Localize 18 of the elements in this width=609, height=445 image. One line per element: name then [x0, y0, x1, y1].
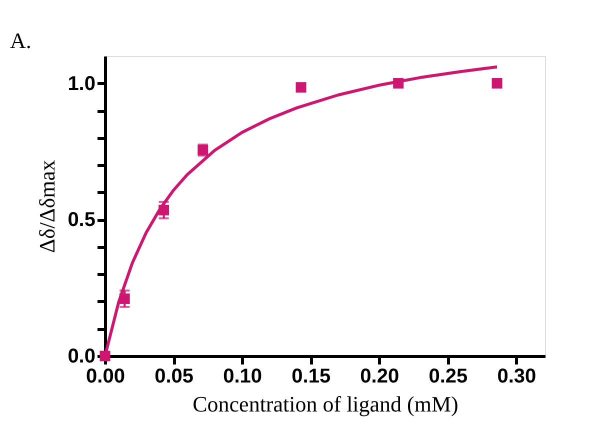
x-tick-label: 0.25: [428, 366, 468, 388]
y-axis-title: Δδ/Δδmax: [34, 160, 60, 254]
y-tick-label: 1.0: [68, 72, 96, 95]
x-axis-title: Concentration of ligand (mM): [192, 392, 458, 416]
y-tick-label: 0.5: [68, 209, 96, 232]
point: [158, 204, 170, 216]
text: A.: [10, 28, 32, 53]
point: [393, 78, 404, 89]
x-tick-label: 0.30: [497, 366, 536, 388]
x-tick-label: 0.05: [154, 366, 194, 388]
point: [492, 78, 502, 89]
x-tick-label: 0.10: [223, 366, 262, 388]
x-tick-label: 0.15: [292, 366, 331, 388]
x-tick-label: 0.00: [86, 366, 125, 388]
point: [296, 82, 306, 93]
x-tick-label: 0.20: [360, 366, 400, 388]
y-tick-label: 0.0: [68, 346, 96, 368]
point: [119, 293, 130, 304]
